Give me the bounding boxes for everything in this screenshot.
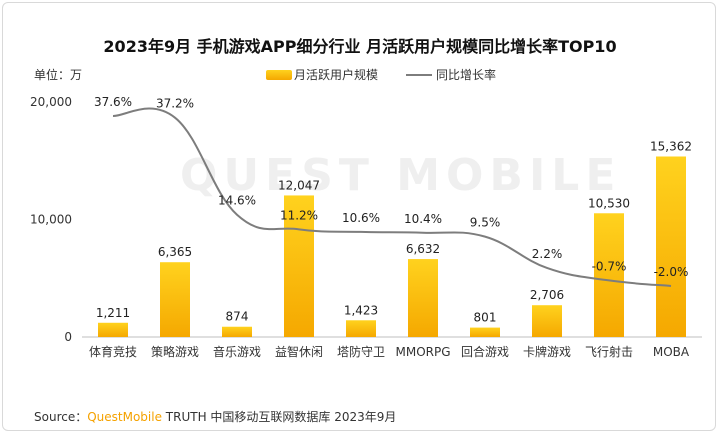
bar (532, 305, 562, 337)
y-tick-label: 0 (64, 330, 72, 344)
legend: 月活跃用户规模 同比增长率 (266, 66, 496, 83)
bar-series: 1,211 6,365 874 12,047 1,423 6,632 801 2,706 10,… (96, 139, 692, 337)
source-suffix: TRUTH 中国移动互联网数据库 2023年9月 (161, 410, 397, 424)
x-tick-label: 卡牌游戏 (523, 345, 571, 359)
bar-value-label: 801 (474, 311, 497, 325)
bar-value-label: 1,211 (96, 306, 130, 320)
x-tick-label: MMORPG (395, 345, 450, 359)
line-series: 37.6% 37.2% 14.6% 11.2% 10.6% 10.4% 9.5% 2.2% -0… (94, 95, 689, 287)
line-value-label: 10.6% (342, 211, 380, 225)
y-axis: 0 10,000 20,000 (30, 95, 72, 344)
y-tick-label: 20,000 (30, 95, 72, 109)
line-value-label: 37.6% (94, 95, 132, 109)
bar-value-label: 2,706 (530, 288, 564, 302)
source-note: Source：QuestMobile TRUTH 中国移动互联网数据库 2023… (34, 408, 396, 425)
line-value-label: 37.2% (156, 97, 194, 111)
x-tick-label: 飞行射击 (585, 344, 633, 359)
legend-line-label: 同比增长率 (436, 68, 497, 82)
line-value-label: -2.0% (654, 265, 689, 279)
bar-value-label: 10,530 (588, 196, 630, 210)
bar-value-label: 1,423 (344, 303, 378, 317)
legend-line-swatch (406, 73, 433, 76)
line-value-label: 9.5% (470, 216, 501, 230)
bar (284, 195, 314, 337)
x-tick-label: 塔防守卫 (337, 344, 385, 359)
x-tick-label: 益智休闲 (275, 344, 323, 359)
source-prefix: Source： (34, 410, 88, 424)
line-value-label: 11.2% (280, 208, 318, 222)
growth-line (112, 107, 672, 287)
line-value-label: 14.6% (218, 194, 256, 208)
bar-value-label: 12,047 (278, 178, 320, 192)
x-tick-label: 音乐游戏 (213, 344, 261, 359)
bar (594, 213, 624, 337)
bar-value-label: 6,365 (158, 245, 192, 259)
x-tick-label: MOBA (653, 345, 690, 359)
chart-title: 2023年9月 手机游戏APP细分行业 月活跃用户规模同比增长率TOP10 (103, 37, 617, 56)
bar (346, 320, 376, 337)
bar (656, 156, 686, 337)
bar-value-label: 874 (226, 310, 249, 324)
x-axis: 体育竞技 策略游戏 音乐游戏 益智休闲 塔防守卫 MMORPG 回合游戏 卡牌游戏 飞行射击 MO… (82, 336, 702, 359)
x-tick-label: 回合游戏 (461, 344, 509, 359)
x-tick-label: 体育竞技 (89, 344, 137, 359)
bar (160, 262, 190, 337)
chart-frame (2, 2, 716, 431)
unit-label: 单位：万 (34, 68, 83, 82)
y-tick-label: 10,000 (30, 213, 72, 227)
bar (470, 327, 500, 337)
x-tick-label: 策略游戏 (151, 344, 199, 359)
line-value-label: -0.7% (592, 259, 627, 273)
bar (222, 326, 252, 337)
bar (98, 322, 128, 337)
bar (408, 259, 438, 337)
bar-value-label: 6,632 (406, 242, 440, 256)
legend-bar-swatch (266, 69, 292, 80)
line-value-label: 10.4% (404, 212, 442, 226)
legend-bar-label: 月活跃用户规模 (294, 68, 379, 82)
line-value-label: 2.2% (532, 247, 563, 261)
source-brand: QuestMobile (87, 410, 162, 424)
bar-value-label: 15,362 (650, 139, 692, 153)
